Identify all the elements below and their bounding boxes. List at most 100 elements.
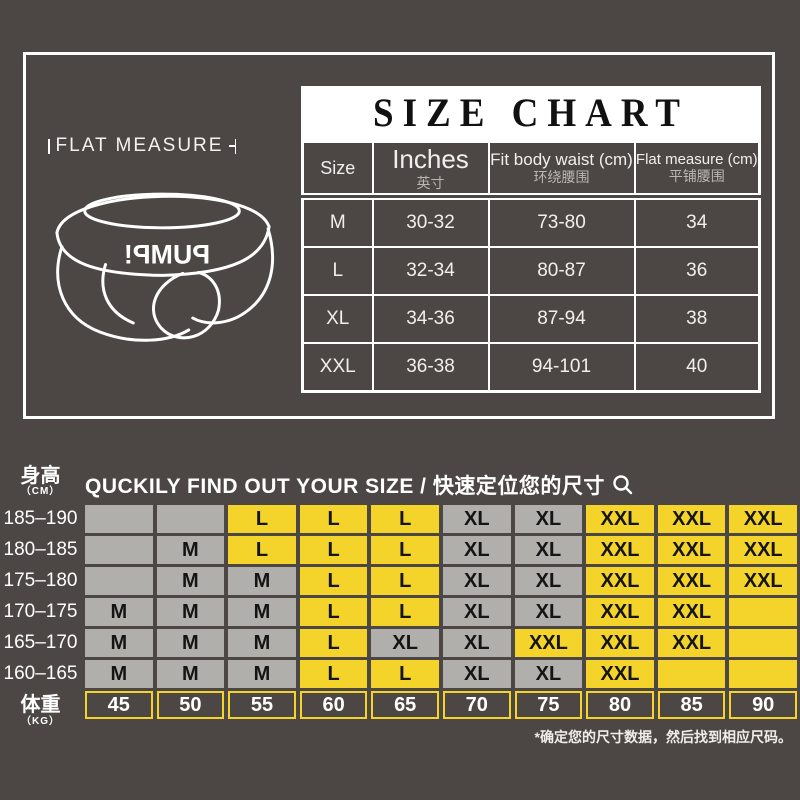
table-row: XXL 36-38 94-101 40	[301, 342, 761, 393]
size-cell: M	[85, 598, 153, 626]
size-cell: XXL	[729, 567, 797, 595]
size-cell: L	[299, 629, 368, 657]
fit-waist-value: 94-101	[487, 342, 636, 393]
weight-cell: 55	[228, 691, 296, 719]
size-table-header-row: Size Inches 英寸 Fit body waist (cm) 环绕腰围 Fl…	[301, 140, 761, 200]
size-cell: XL	[514, 567, 583, 595]
size-cell: L	[299, 598, 368, 626]
size-cell: XXL	[729, 536, 797, 564]
top-section-frame	[23, 52, 775, 419]
size-cell	[85, 505, 153, 533]
size-cell: M	[156, 567, 225, 595]
size-cell: XL	[514, 660, 583, 688]
size-cell: L	[299, 567, 368, 595]
flat-measure-dimension-line: FLAT MEASURE	[48, 135, 237, 157]
size-chart-title-box: SIZE CHART	[301, 86, 761, 140]
header-flat-measure: Flat measure (cm) 平铺腰围	[633, 140, 761, 200]
search-icon	[613, 475, 633, 495]
inches-value: 32-34	[371, 246, 490, 296]
size-cell: XL	[371, 629, 439, 657]
flat-measure-value: 38	[633, 294, 761, 344]
brand-logo-mirrored: PUMP!	[124, 239, 210, 269]
quick-size-finder: 身高 （CM） QUCKILY FIND OUT YOUR SIZE / 快速定…	[0, 466, 800, 747]
size-table: Size Inches 英寸 Fit body waist (cm) 环绕腰围 Fl…	[301, 140, 761, 393]
size-cell: XXL	[657, 536, 726, 564]
size-cell	[156, 505, 225, 533]
weight-cell: 60	[299, 691, 368, 719]
size-value: XXL	[301, 342, 374, 393]
size-cell: L	[228, 505, 296, 533]
leg-opening-curve	[152, 270, 221, 340]
weight-cell: 80	[586, 691, 654, 719]
size-cell: M	[85, 629, 153, 657]
size-cell: M	[156, 536, 225, 564]
header-fit-body-waist: Fit body waist (cm) 环绕腰围	[487, 140, 636, 200]
size-cell	[729, 598, 797, 626]
table-row: M 30-32 73-80 34	[301, 195, 761, 248]
size-cell: L	[371, 505, 439, 533]
size-cell: XXL	[657, 567, 726, 595]
size-cell: XL	[442, 629, 511, 657]
fabric-fold-line	[101, 263, 135, 325]
size-cell: M	[156, 629, 225, 657]
size-cell: XL	[442, 567, 511, 595]
body-left-outline	[56, 245, 191, 342]
size-cell	[85, 567, 153, 595]
size-cell: XXL	[586, 536, 654, 564]
inches-value: 30-32	[371, 195, 490, 248]
size-cell: L	[371, 536, 439, 564]
weight-cell: 45	[85, 691, 153, 719]
size-value: M	[301, 195, 374, 248]
inches-value: 36-38	[371, 342, 490, 393]
weight-axis-label: 体重 （KG）	[20, 694, 61, 727]
height-range-label: 170–175	[3, 601, 78, 622]
table-row: L 32-34 80-87 36	[301, 246, 761, 296]
size-cell: XL	[514, 505, 583, 533]
header-size: Size	[301, 140, 374, 200]
size-cell: XL	[514, 536, 583, 564]
dimension-tick-left	[48, 138, 50, 154]
size-cell: XXL	[657, 598, 726, 626]
flat-measure-value: 36	[633, 246, 761, 296]
size-cell: M	[156, 598, 225, 626]
flat-measure-label: FLAT MEASURE	[55, 135, 224, 156]
body-right-outline	[191, 227, 275, 325]
dimension-tick-right	[234, 138, 237, 154]
size-cell: L	[299, 505, 368, 533]
size-cell: L	[299, 660, 368, 688]
size-cell: L	[371, 660, 439, 688]
underwear-line-drawing: PUMP!	[55, 192, 275, 342]
waistband-top-edge	[55, 194, 271, 235]
fit-waist-value: 87-94	[487, 294, 636, 344]
weight-cell: 70	[442, 691, 511, 719]
inches-value: 34-36	[371, 294, 490, 344]
dimension-line-right	[229, 145, 235, 147]
size-cell: XXL	[586, 567, 654, 595]
size-cell: M	[228, 567, 296, 595]
size-value: L	[301, 246, 374, 296]
height-range-label: 165–170	[3, 632, 78, 653]
size-cell: L	[228, 536, 296, 564]
size-cell: XXL	[586, 629, 654, 657]
weight-cell: 85	[657, 691, 726, 719]
size-cell: XXL	[514, 629, 583, 657]
size-cell: M	[228, 660, 296, 688]
fit-waist-value: 73-80	[487, 195, 636, 248]
size-chart-title: SIZE CHART	[373, 90, 689, 136]
size-cell: XXL	[586, 505, 654, 533]
waistband-opening	[83, 192, 241, 230]
size-cell	[85, 536, 153, 564]
finder-title: QUCKILY FIND OUT YOUR SIZE / 快速定位您的尺寸	[81, 470, 634, 500]
size-cell: XL	[514, 598, 583, 626]
height-axis-label: 身高 （CM）	[20, 465, 61, 497]
size-cell	[729, 660, 797, 688]
size-value: XL	[301, 294, 374, 344]
size-cell: XXL	[657, 629, 726, 657]
waistband-bottom-edge	[55, 225, 271, 277]
height-range-label: 180–185	[3, 539, 78, 560]
flat-measure-value: 34	[633, 195, 761, 248]
weight-cell: 75	[514, 691, 583, 719]
flat-measure-value: 40	[633, 342, 761, 393]
height-range-label: 160–165	[3, 663, 78, 684]
size-cell: XXL	[586, 660, 654, 688]
